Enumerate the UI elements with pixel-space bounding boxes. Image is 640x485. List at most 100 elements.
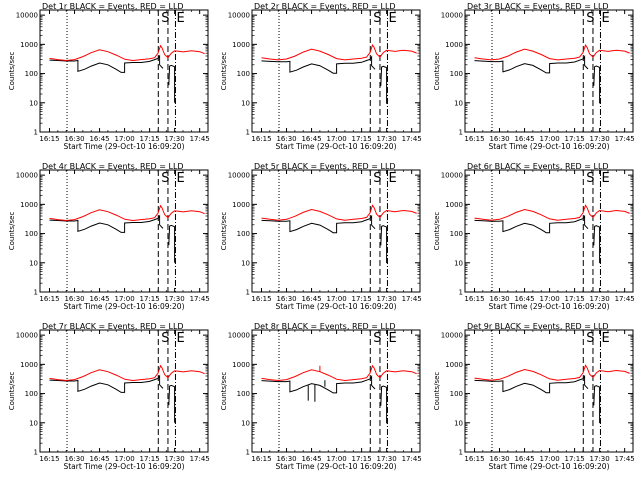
x-tick-label: 17:30 (377, 295, 397, 303)
panel-7: Det 7r BLACK = Events, RED = LLD 1 10 100 10… (8, 322, 210, 471)
y-tick-label: 1 (459, 449, 463, 457)
y-axis-label: Counts/sec (433, 52, 441, 91)
y-tick-label: 1 (34, 129, 38, 137)
x-tick-label: 17:30 (165, 295, 185, 303)
y-tick-label: 10000 (16, 332, 38, 340)
series-lld-line (49, 204, 205, 222)
series-events-line (261, 374, 376, 394)
y-tick-label: 1000 (445, 201, 463, 209)
x-tick-label: 16:30 (276, 455, 296, 463)
panel-title: Det 1r BLACK = Events, RED = LLD (42, 2, 184, 11)
marker-end: E (601, 171, 609, 186)
x-tick-label: 17:45 (402, 295, 422, 303)
plot-frame (251, 9, 421, 133)
y-tick-label: 10 (29, 259, 38, 267)
x-tick-label: 16:30 (489, 135, 509, 143)
x-tick-label: 17:00 (114, 295, 134, 303)
series-lld-line (474, 364, 630, 381)
panel-title: Det 6r BLACK = Events, RED = LLD (467, 162, 609, 171)
x-tick-label: 17:30 (377, 455, 397, 463)
x-tick-label: 17:30 (590, 295, 610, 303)
y-tick-label: 100 (450, 70, 463, 78)
series-events-line (380, 65, 388, 104)
plot-frame (251, 329, 421, 453)
marker-end: E (176, 11, 184, 26)
x-tick-label: 17:15 (352, 455, 372, 463)
series-lld-line (474, 204, 630, 221)
y-axis-label: Counts/sec (433, 372, 441, 411)
y-tick-label: 10000 (16, 172, 38, 180)
y-tick-label: 1000 (232, 201, 250, 209)
x-tick-label: 16:45 (301, 295, 321, 303)
x-tick-label: 16:15 (464, 295, 484, 303)
x-tick-label: 17:30 (165, 455, 185, 463)
y-tick-label: 10 (454, 99, 463, 107)
x-tick-label: 16:30 (64, 295, 84, 303)
x-axis-label: Start Time (29-Oct-10 16:09:20) (488, 302, 609, 311)
plot-frame (251, 169, 421, 293)
x-tick-label: 16:45 (301, 135, 321, 143)
x-tick-label: 17:45 (615, 455, 635, 463)
marker-start: S (161, 171, 169, 186)
y-tick-label: 1000 (20, 361, 38, 369)
y-tick-label: 100 (237, 230, 250, 238)
y-tick-label: 1000 (445, 361, 463, 369)
x-tick-label: 16:15 (464, 455, 484, 463)
x-tick-label: 17:00 (539, 135, 559, 143)
series-events-line (474, 54, 589, 74)
series-events-line (261, 214, 376, 234)
marker-start: S (586, 331, 594, 346)
y-tick-label: 10000 (228, 172, 250, 180)
y-axis-label: Counts/sec (220, 212, 228, 251)
panel-1: Det 1r BLACK = Events, RED = LLD 1 10 100 10… (8, 2, 210, 151)
y-tick-label: 1 (34, 289, 38, 297)
x-axis-label: Start Time (29-Oct-10 16:09:20) (275, 302, 396, 311)
x-tick-label: 17:00 (114, 135, 134, 143)
x-tick-label: 17:45 (402, 455, 422, 463)
y-tick-label: 100 (450, 390, 463, 398)
x-tick-label: 17:00 (114, 455, 134, 463)
y-tick-label: 10000 (441, 12, 463, 20)
plot-frame (39, 169, 209, 293)
x-tick-label: 17:30 (165, 135, 185, 143)
panel-title: Det 3r BLACK = Events, RED = LLD (467, 2, 609, 11)
y-tick-label: 1000 (20, 201, 38, 209)
y-tick-label: 10000 (228, 332, 250, 340)
x-tick-label: 17:30 (377, 135, 397, 143)
y-tick-label: 1 (459, 289, 463, 297)
plot-frame (39, 329, 209, 453)
y-tick-label: 10 (454, 259, 463, 267)
y-tick-label: 1 (34, 449, 38, 457)
x-tick-label: 16:30 (64, 135, 84, 143)
marker-end: E (601, 331, 609, 346)
x-tick-label: 16:30 (276, 295, 296, 303)
x-tick-label: 16:45 (514, 135, 534, 143)
marker-start: S (373, 11, 381, 26)
x-tick-label: 17:30 (590, 135, 610, 143)
y-tick-label: 100 (25, 390, 38, 398)
y-tick-label: 1 (459, 129, 463, 137)
x-tick-label: 16:15 (39, 135, 59, 143)
x-tick-label: 17:00 (326, 135, 346, 143)
y-tick-label: 10 (454, 419, 463, 427)
series-events-line (593, 385, 601, 424)
y-axis-label: Counts/sec (433, 212, 441, 251)
marker-start: S (586, 11, 594, 26)
y-tick-label: 1000 (445, 41, 463, 49)
panel-9: Det 9r BLACK = Events, RED = LLD 1 10 100 10… (433, 322, 635, 471)
marker-start: S (161, 11, 169, 26)
x-axis-label: Start Time (29-Oct-10 16:09:20) (275, 142, 396, 151)
series-events-line (49, 214, 164, 233)
y-tick-label: 10 (241, 259, 250, 267)
panel-title: Det 8r BLACK = Events, RED = LLD (254, 322, 396, 331)
marker-end: E (601, 11, 609, 26)
x-tick-label: 16:15 (251, 135, 271, 143)
series-lld-line (261, 204, 417, 221)
y-axis-label: Counts/sec (8, 372, 16, 411)
series-events-line (593, 225, 601, 264)
x-tick-label: 16:30 (489, 455, 509, 463)
y-tick-label: 1 (246, 449, 250, 457)
series-lld-line (261, 364, 417, 382)
